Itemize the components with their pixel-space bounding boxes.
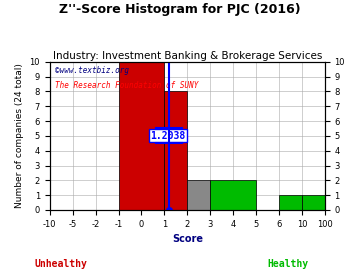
Text: 1.2038: 1.2038 (150, 131, 185, 141)
Bar (302, 195, 325, 210)
Bar (187, 180, 210, 210)
Bar (279, 195, 302, 210)
Bar (165, 92, 187, 210)
Title: Industry: Investment Banking & Brokerage Services: Industry: Investment Banking & Brokerage… (53, 51, 322, 61)
X-axis label: Score: Score (172, 234, 203, 244)
Text: Healthy: Healthy (267, 259, 309, 269)
Text: ©www.textbiz.org: ©www.textbiz.org (55, 66, 129, 75)
Text: Z''-Score Histogram for PJC (2016): Z''-Score Histogram for PJC (2016) (59, 3, 301, 16)
Y-axis label: Number of companies (24 total): Number of companies (24 total) (15, 63, 24, 208)
Text: Unhealthy: Unhealthy (35, 259, 87, 269)
Bar (118, 62, 165, 210)
Text: The Research Foundation of SUNY: The Research Foundation of SUNY (55, 81, 199, 90)
Bar (210, 180, 256, 210)
